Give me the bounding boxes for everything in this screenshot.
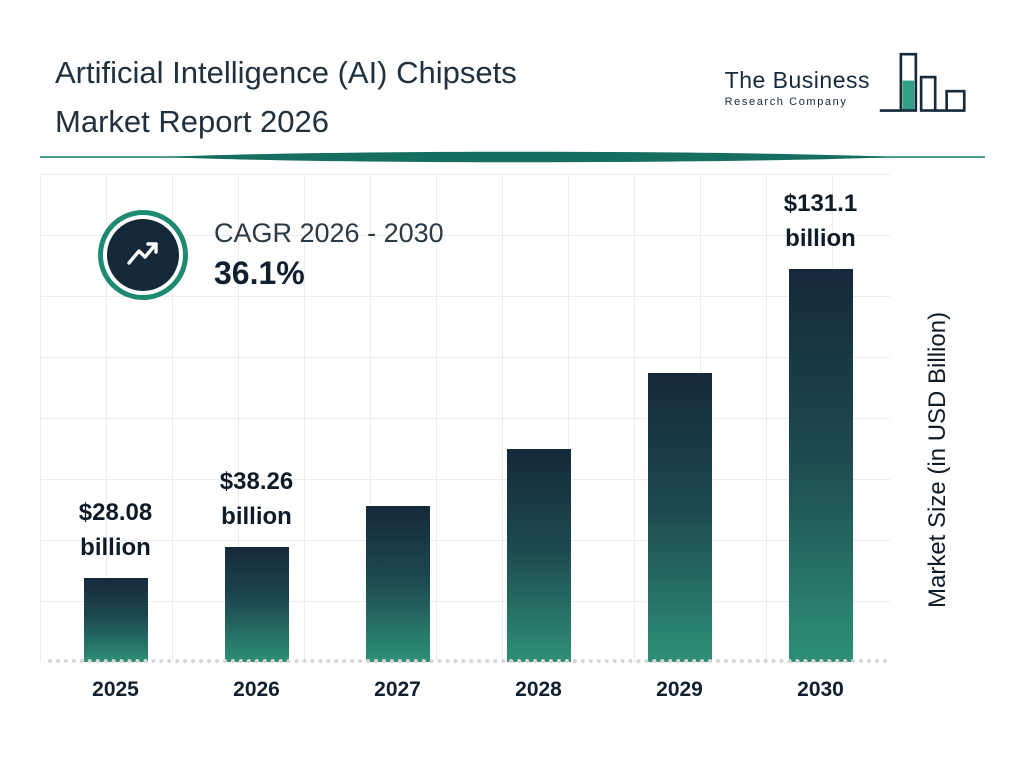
bar-column-2025: $28.08 billion 2025: [45, 146, 186, 706]
bar-column-2029: 2029: [609, 146, 750, 706]
bar-2025: [83, 578, 148, 662]
page-title-line1: Artificial Intelligence (AI) Chipsets: [55, 55, 517, 90]
company-logo-text: The Business Research Company: [725, 67, 870, 108]
bar-value-label-2025: $28.08 billion: [78, 499, 153, 561]
x-axis-label-2027: 2027: [374, 678, 421, 701]
cagr-text: CAGR 2026 - 2030 36.1%: [214, 218, 444, 292]
x-axis-label-2030: 2030: [797, 678, 844, 701]
header-divider: [40, 150, 985, 164]
page-title-line2: Market Report 2026: [55, 104, 329, 139]
y-axis-label: Market Size (in USD Billion): [924, 311, 951, 609]
bar-2030: [788, 269, 853, 662]
company-logo: The Business Research Company: [725, 48, 966, 127]
cagr-label: CAGR 2026 - 2030: [214, 218, 444, 248]
chart-baseline: [48, 659, 888, 663]
bar-2028: [506, 449, 571, 662]
x-axis-label-2029: 2029: [656, 678, 703, 701]
bar-2029: [647, 373, 712, 662]
x-axis-label-2025: 2025: [92, 678, 139, 701]
bar-column-2026: $38.26 billion 2026: [186, 146, 327, 706]
bar-column-2027: 2027: [327, 146, 468, 706]
bar-2026: [224, 547, 289, 662]
bar-chart: $28.08 billion 2025 $38.26 billion 2026 2027 20…: [45, 146, 891, 706]
cagr-ring: [98, 210, 188, 300]
page-title: Artificial Intelligence (AI) Chipsets Ma…: [55, 48, 517, 146]
bar-value-label-2026: $38.26 billion: [219, 468, 294, 530]
x-axis-label-2028: 2028: [515, 678, 562, 701]
bar-2027: [365, 506, 430, 662]
logo-name: The Business: [724, 67, 870, 93]
cagr-value: 36.1%: [214, 255, 305, 291]
bar-column-2030: $131.1 billion 2030: [750, 146, 891, 706]
x-axis-label-2026: 2026: [233, 678, 280, 701]
bar-column-2028: 2028: [468, 146, 609, 706]
logo-chart-icon: [878, 48, 966, 127]
cagr-badge: CAGR 2026 - 2030 36.1%: [98, 210, 444, 300]
logo-subname: Research Company: [724, 96, 848, 108]
trending-up-icon: [107, 219, 179, 291]
bar-value-label-2030: $131.1 billion: [783, 190, 858, 252]
